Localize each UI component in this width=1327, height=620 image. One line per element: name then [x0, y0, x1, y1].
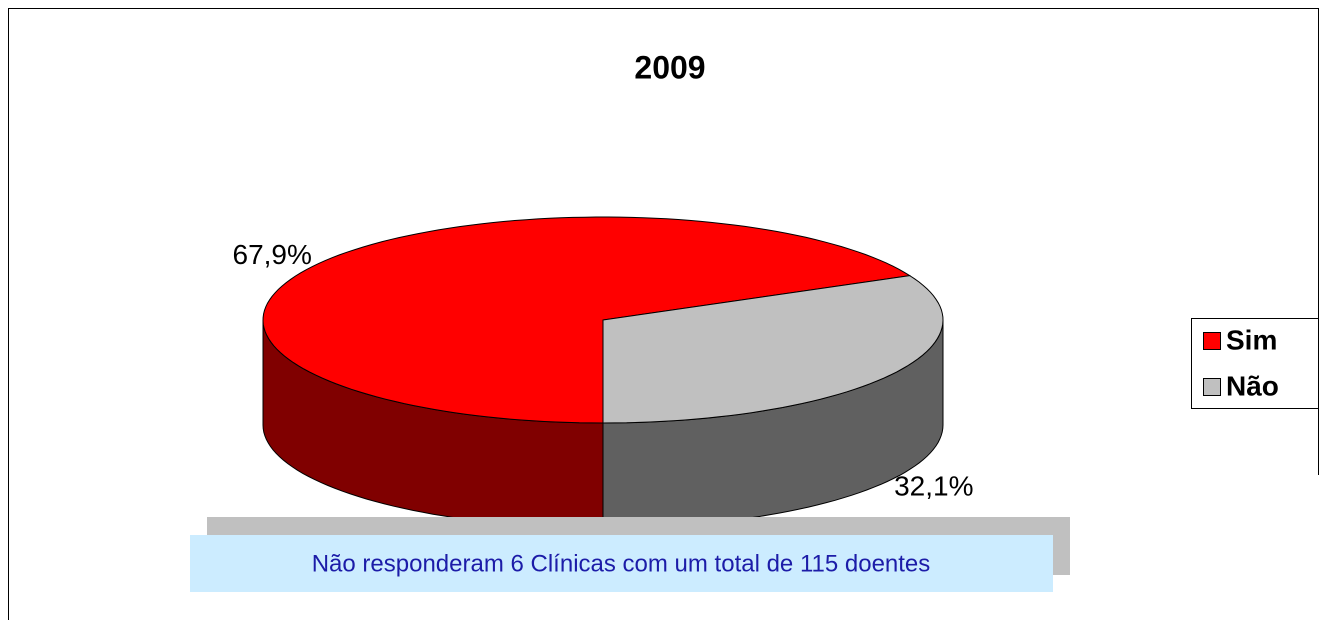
chart-frame	[8, 8, 1319, 620]
pie: 67,9% 32,1%	[233, 216, 973, 529]
pie-slice	[602, 275, 944, 424]
chart-title: 2009	[634, 49, 705, 85]
legend-swatch	[1203, 332, 1221, 350]
legend: Sim Não	[1203, 324, 1279, 401]
value-label: 67,9%	[233, 239, 312, 270]
legend-label: Sim	[1226, 324, 1277, 355]
legend-label: Não	[1226, 370, 1279, 401]
annotation: Não responderam 6 Clínicas com um total …	[312, 550, 931, 577]
legend-swatch	[1203, 378, 1221, 396]
value-label: 32,1%	[894, 471, 973, 502]
annotation-box	[190, 535, 1053, 592]
pie-slice	[262, 216, 912, 424]
